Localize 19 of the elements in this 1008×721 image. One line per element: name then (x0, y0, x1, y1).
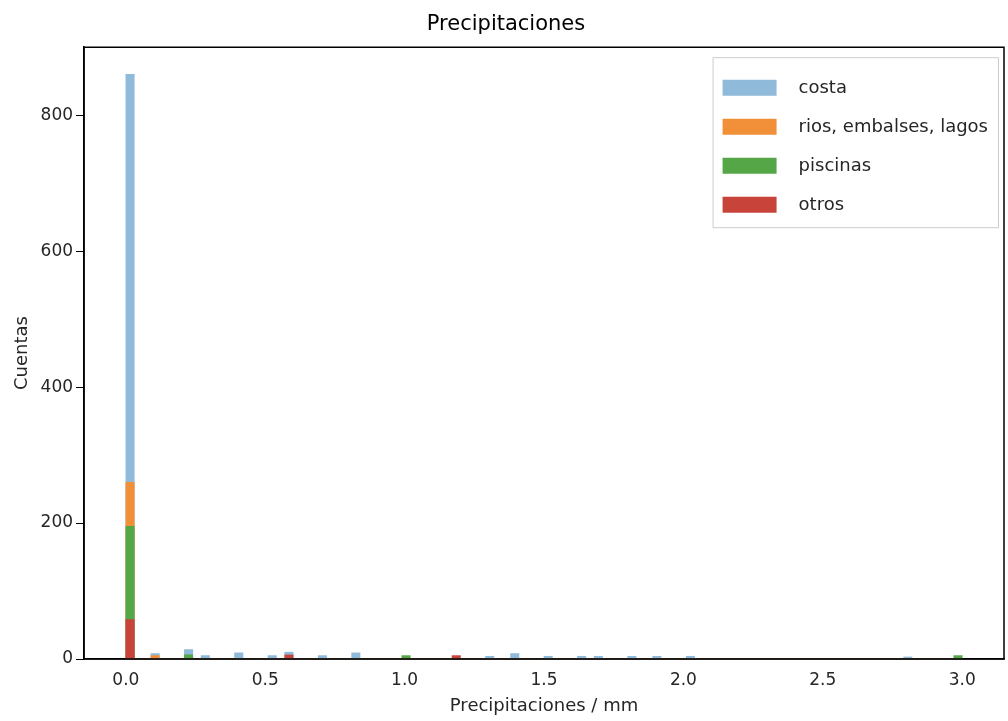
x-tick-label: 1.5 (530, 668, 558, 689)
chart-title: Precipitaciones (426, 11, 586, 36)
y-tick-label: 400 (40, 375, 74, 396)
y-tick-label: 200 (40, 511, 74, 532)
x-tick-label: 1.0 (391, 668, 419, 689)
x-tick-label: 0.5 (251, 668, 279, 689)
y-tick-label: 800 (40, 103, 74, 124)
x-tick-label: 2.5 (809, 668, 837, 689)
y-axis-title: Cuentas (10, 316, 32, 391)
x-tick-label: 2.0 (669, 668, 697, 689)
x-tick-label: 3.0 (948, 668, 976, 689)
y-tick-label: 600 (40, 239, 74, 260)
x-axis-title: Precipitaciones / mm (449, 693, 639, 715)
legend-label: costa (798, 76, 847, 98)
legend-label: piscinas (798, 154, 872, 176)
x-tick-label: 0.0 (112, 668, 140, 689)
legend-label: rios, embalses, lagos (798, 115, 988, 137)
y-tick-label: 0 (62, 647, 74, 668)
legend-label: otros (798, 193, 845, 215)
